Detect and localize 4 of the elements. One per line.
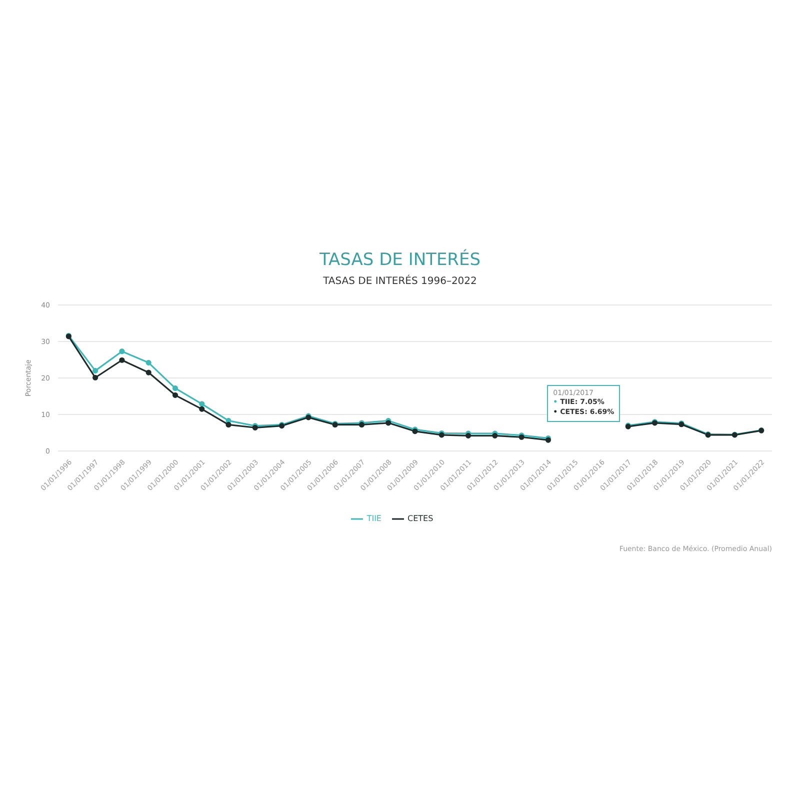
legend-label: CETES [408,514,434,524]
chart-title: TASAS DE INTERÉS [318,250,482,270]
legend-label: TIIE [366,514,382,524]
chart-subtitle: TASAS DE INTERÉS 1996–2022 [322,276,478,287]
